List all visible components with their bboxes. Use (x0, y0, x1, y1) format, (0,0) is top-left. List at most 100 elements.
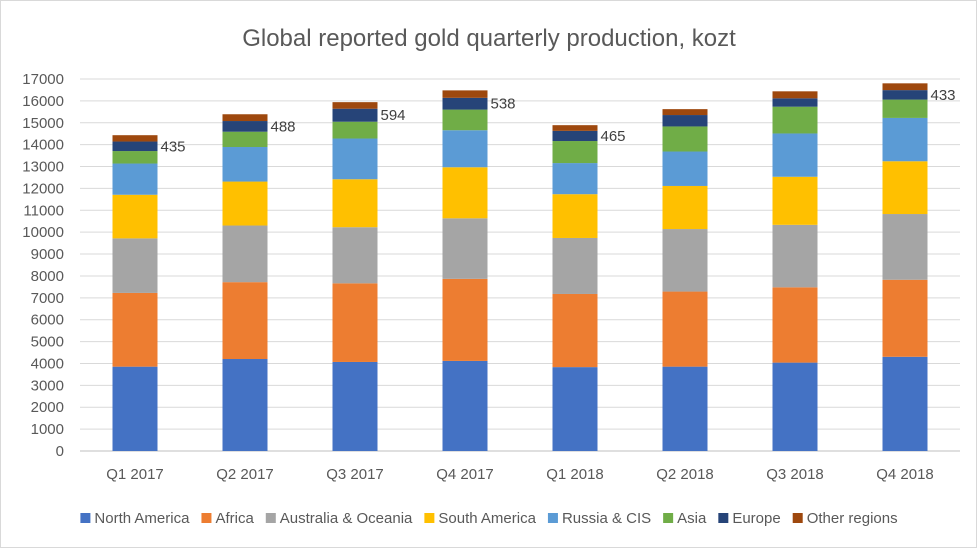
x-tick-label: Q1 2018 (546, 466, 604, 483)
legend-swatch (792, 513, 803, 523)
x-tick-label: Q4 2018 (876, 466, 934, 483)
y-tick-label: 14000 (22, 137, 64, 154)
bar-segment (662, 151, 708, 186)
bar-segment (662, 291, 708, 367)
bar-segment (882, 279, 928, 357)
bar-segment (772, 362, 818, 451)
bar-segment (662, 126, 708, 152)
bar-segment (332, 361, 378, 451)
bar-segment (552, 163, 598, 195)
y-tick-label: 2000 (31, 399, 64, 416)
bar-segment (442, 90, 488, 98)
bar-segment (552, 237, 598, 294)
bar-segment (662, 115, 708, 127)
bar-segment (552, 141, 598, 164)
y-tick-label: 3000 (31, 377, 64, 394)
data-label: 435 (161, 138, 186, 155)
legend-item: Russia & CIS (547, 510, 651, 527)
legend-swatch (201, 513, 212, 523)
legend-label: Other regions (807, 510, 898, 527)
y-tick-label: 1000 (31, 421, 64, 438)
bar-segment (222, 359, 268, 451)
bar-segment (882, 356, 928, 451)
bar-segment (882, 99, 928, 118)
legend-label: Europe (732, 510, 780, 527)
bar-segment (332, 179, 378, 228)
legend-swatch (424, 513, 435, 523)
bar-segment (442, 218, 488, 279)
y-tick-label: 5000 (31, 334, 64, 351)
legend: North America Africa Australia & Oceania So… (80, 510, 898, 527)
data-label: 594 (381, 107, 406, 124)
x-tick-label: Q2 2017 (216, 466, 274, 483)
bar-segment (332, 121, 378, 139)
legend-swatch (80, 513, 91, 523)
bar-segment (552, 194, 598, 238)
bar-segment (112, 194, 158, 239)
data-label: 465 (601, 128, 626, 145)
chart-title: Global reported gold quarterly productio… (242, 25, 736, 52)
bar-segment (772, 224, 818, 288)
legend-item: Other regions (792, 510, 898, 527)
legend-swatch (265, 513, 276, 523)
bar-segment (112, 292, 158, 367)
bar-segment (112, 163, 158, 195)
legend-label: Asia (677, 510, 707, 527)
legend-label: Russia & CIS (562, 510, 651, 527)
legend-label: Australia & Oceania (280, 510, 413, 527)
bar-segment (662, 109, 708, 116)
data-label: 538 (491, 96, 516, 113)
bar-segment (222, 225, 268, 283)
y-tick-label: 7000 (31, 290, 64, 307)
bar-segment (772, 287, 818, 363)
y-tick-label: 16000 (22, 93, 64, 110)
bar-segment (112, 135, 158, 142)
bar-segment (882, 83, 928, 91)
x-tick-label: Q3 2018 (766, 466, 824, 483)
y-tick-label: 4000 (31, 355, 64, 372)
bar-segment (222, 121, 268, 132)
bar-segment (772, 133, 818, 177)
bar-segment (112, 151, 158, 164)
bar-segment (552, 125, 598, 131)
bar-segment (882, 117, 928, 162)
legend-item: Africa (201, 510, 254, 527)
legend-item: Europe (718, 510, 781, 527)
bar-segment (442, 360, 488, 451)
bar-segment (222, 282, 268, 360)
bar-segment (882, 90, 928, 100)
y-tick-label: 15000 (22, 115, 64, 132)
bar-segment (222, 131, 268, 148)
bar-segment (772, 106, 818, 134)
y-tick-label: 13000 (22, 159, 64, 176)
bar-segment (112, 141, 158, 152)
bar-segment (332, 138, 378, 180)
bar-segment (662, 185, 708, 230)
legend-swatch (663, 513, 674, 523)
bar-segment (112, 366, 158, 451)
x-tick-label: Q3 2017 (326, 466, 384, 483)
bar-segment (662, 366, 708, 451)
legend-swatch (718, 513, 729, 523)
legend-item: Australia & Oceania (265, 510, 413, 527)
bar-segment (882, 161, 928, 215)
legend-label: North America (94, 510, 190, 527)
bar-segment (772, 176, 818, 225)
bar-segment (552, 293, 598, 368)
bar-segment (552, 367, 598, 451)
y-tick-label: 10000 (22, 224, 64, 241)
legend-item: South America (424, 510, 537, 527)
y-tick-label: 11000 (23, 202, 64, 219)
bar-segment (442, 109, 488, 131)
bar-segment (222, 181, 268, 226)
bar-segment (332, 102, 378, 109)
bar-segment (882, 214, 928, 280)
y-tick-label: 12000 (22, 180, 64, 197)
y-tick-label: 0 (56, 443, 64, 460)
y-tick-label: 9000 (31, 246, 64, 263)
data-label: 433 (931, 87, 956, 104)
bar-segment (442, 167, 488, 219)
legend-label: Africa (215, 510, 254, 527)
